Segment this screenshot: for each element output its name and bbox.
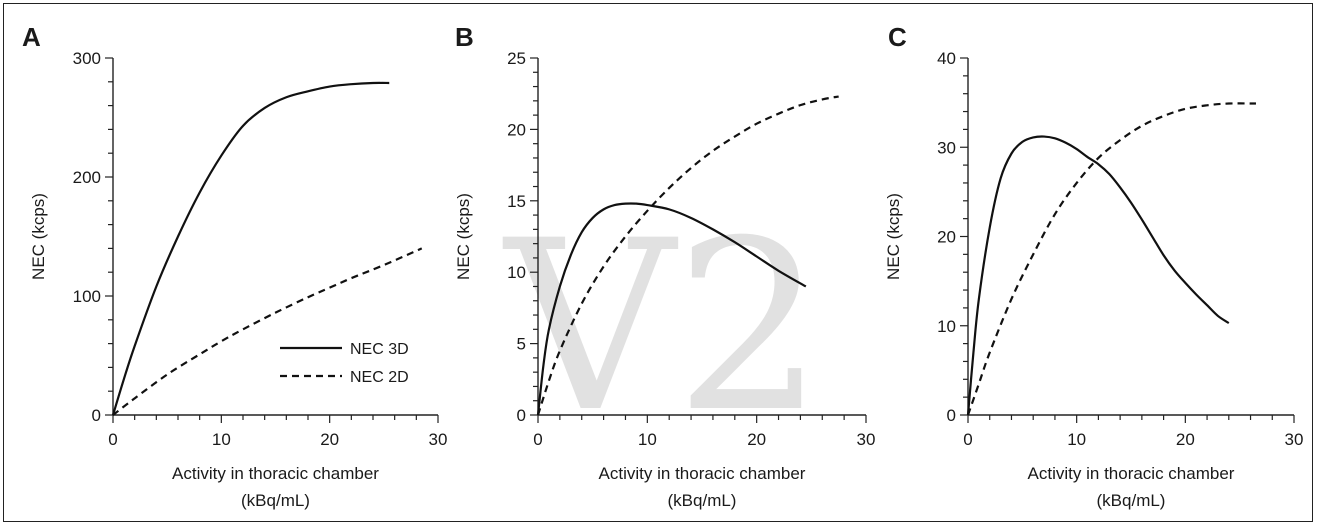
x-axis-title: Activity in thoracic chamber <box>172 464 379 483</box>
y-tick-label: 0 <box>947 406 956 425</box>
x-axis-unit: (kBq/mL) <box>241 491 310 510</box>
x-axis-title: Activity in thoracic chamber <box>599 464 806 483</box>
x-axis-unit: (kBq/mL) <box>668 491 737 510</box>
y-axis-title: NEC (kcps) <box>884 193 903 280</box>
x-tick-label: 10 <box>1067 430 1086 449</box>
y-tick-label: 10 <box>937 317 956 336</box>
x-tick-label: 0 <box>963 430 972 449</box>
y-tick-label: 25 <box>507 49 526 68</box>
y-tick-label: 40 <box>937 49 956 68</box>
y-tick-label: 0 <box>517 406 526 425</box>
x-tick-label: 10 <box>212 430 231 449</box>
x-tick-label: 20 <box>747 430 766 449</box>
x-tick-label: 30 <box>429 430 448 449</box>
series-line-nec-3d <box>111 81 390 416</box>
y-axis-title: NEC (kcps) <box>29 193 48 280</box>
y-tick-label: 20 <box>937 228 956 247</box>
y-tick-label: 15 <box>507 192 526 211</box>
panel-letter: C <box>888 22 907 52</box>
series-line-nec-3d <box>536 202 807 416</box>
watermark-text: V2 <box>502 191 824 464</box>
series-line-nec-2d <box>966 102 1256 416</box>
panel-letter: A <box>22 22 41 52</box>
x-tick-label: 10 <box>638 430 657 449</box>
y-tick-label: 20 <box>507 120 526 139</box>
x-tick-label: 0 <box>108 430 117 449</box>
x-tick-label: 30 <box>1285 430 1304 449</box>
y-tick-label: 300 <box>73 49 101 68</box>
x-tick-label: 0 <box>533 430 542 449</box>
legend-label: NEC 3D <box>350 341 409 358</box>
legend-label: NEC 2D <box>350 369 409 386</box>
chart-panel-c: C 0 10 20 30 0 10 20 30 40 Activity in thoracic ch… <box>884 22 1303 510</box>
legend: NEC 3D NEC 2D <box>280 341 409 386</box>
y-tick-label: 200 <box>73 168 101 187</box>
y-tick-label: 0 <box>92 406 101 425</box>
x-axis-unit: (kBq/mL) <box>1097 491 1166 510</box>
x-tick-label: 30 <box>857 430 876 449</box>
y-tick-label: 100 <box>73 287 101 306</box>
y-tick-label: 30 <box>937 138 956 157</box>
chart-panel-b: B 0 10 20 30 0 5 10 15 20 25 Activity in thoracic c… <box>454 22 875 510</box>
panel-letter: B <box>455 22 474 52</box>
x-axis-title: Activity in thoracic chamber <box>1028 464 1235 483</box>
y-tick-label: 10 <box>507 263 526 282</box>
series-line-nec-3d <box>966 135 1230 416</box>
figure-frame <box>3 3 1313 522</box>
series-line-nec-2d <box>536 95 839 416</box>
x-tick-label: 20 <box>1176 430 1195 449</box>
series-line-nec-2d <box>112 247 423 416</box>
y-axis-title: NEC (kcps) <box>454 193 473 280</box>
y-tick-label: 5 <box>517 335 526 354</box>
x-tick-label: 20 <box>320 430 339 449</box>
